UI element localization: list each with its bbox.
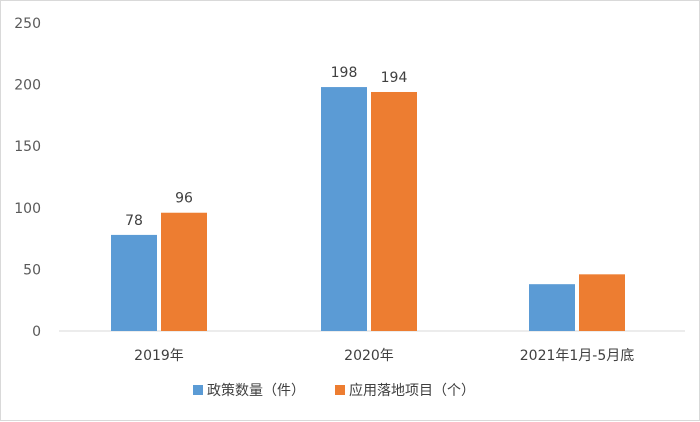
y-tick-label: 50: [23, 262, 41, 278]
data-labels: 78 96 198 194: [125, 65, 407, 229]
legend-label: 应用落地项目（个）: [349, 382, 475, 399]
data-label: 78: [125, 213, 143, 229]
data-label: 194: [381, 70, 408, 86]
bar-policy: [111, 234, 157, 331]
x-category-label: 2021年1月-5月底: [520, 348, 635, 364]
y-tick-label: 250: [14, 16, 41, 32]
y-axis-ticks: 0 50 100 150 200 250: [14, 16, 41, 340]
data-label: 198: [331, 65, 358, 81]
bar-project: [579, 274, 625, 331]
y-tick-label: 200: [14, 78, 41, 94]
legend: 政策数量（件） 应用落地项目（个）: [193, 382, 475, 399]
legend-swatch: [193, 385, 203, 395]
legend-label: 政策数量（件）: [207, 382, 305, 399]
x-category-label: 2020年: [344, 348, 394, 364]
y-tick-label: 150: [14, 139, 41, 155]
legend-swatch: [335, 385, 345, 395]
data-label: 96: [175, 191, 193, 207]
bar-project: [371, 91, 417, 331]
bars: [111, 87, 625, 332]
bar-project: [161, 212, 207, 331]
y-tick-label: 100: [14, 201, 41, 217]
y-tick-label: 0: [32, 324, 41, 340]
bar-policy: [529, 284, 575, 331]
x-category-label: 2019年: [134, 348, 184, 364]
bar-policy: [321, 87, 367, 332]
x-axis-categories: 2019年 2020年 2021年1月-5月底: [134, 348, 634, 364]
